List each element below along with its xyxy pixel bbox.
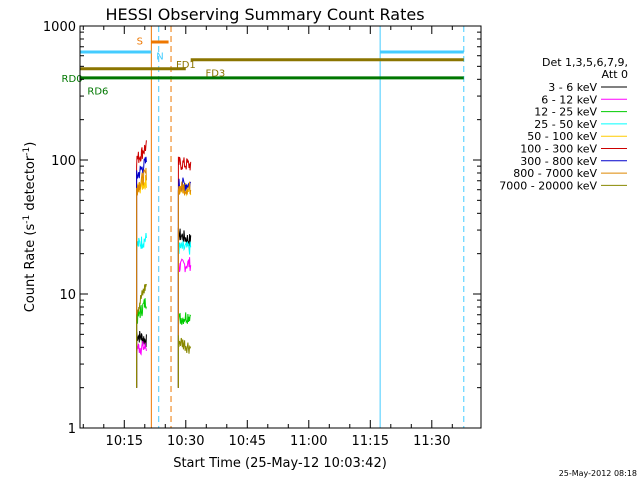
flag-label-n: N xyxy=(156,52,163,63)
series-25-50-kev-seg1 xyxy=(177,239,192,388)
series-3-6-kev-seg1 xyxy=(177,227,192,388)
series-3-6-kev-seg0 xyxy=(136,330,147,388)
series-12-25-kev-seg1 xyxy=(177,312,192,388)
footer-date: 25-May-2012 08:18 xyxy=(559,469,637,478)
x-tick-label: 11:15 xyxy=(352,434,389,449)
y-axis: 1 10 100 1000 xyxy=(43,20,481,437)
y-axis-label-sup1: -1 xyxy=(22,215,32,224)
flag-label-fd3: FD3 xyxy=(205,68,225,79)
flag-labels: S N FD1 FD3 RD0 RD6 xyxy=(62,36,226,97)
series-50-100-kev-seg1 xyxy=(177,183,192,388)
x-tick-label: 10:30 xyxy=(167,434,204,449)
series-group xyxy=(136,140,192,388)
y-axis-label-sup2: -1 xyxy=(22,147,32,156)
legend-label-7000-20000-kev: 7000 - 20000 keV xyxy=(499,179,597,192)
series-50-100-kev-seg0 xyxy=(136,175,147,388)
vertical-markers xyxy=(79,26,465,428)
legend-header-2: Att 0 xyxy=(602,68,628,81)
x-axis: 10:15 10:30 10:45 11:00 11:15 11:30 xyxy=(82,26,453,449)
flag-label-s: S xyxy=(137,36,143,47)
x-axis-label: Start Time (25-May-12 10:03:42) xyxy=(173,456,387,471)
y-axis-label: Count Rate (s-1 detector-1) xyxy=(22,142,38,313)
series-300-800-kev-seg1 xyxy=(177,177,192,388)
legend-label-6-12-kev: 6 - 12 keV xyxy=(541,93,597,106)
legend-label-3-6-kev: 3 - 6 keV xyxy=(548,81,597,94)
series-7000-20000-kev-seg0 xyxy=(136,283,147,388)
x-tick-label: 11:00 xyxy=(290,434,327,449)
plot-frame xyxy=(79,25,482,429)
y-axis-label-part2: detector xyxy=(23,155,38,215)
series-25-50-kev-seg0 xyxy=(136,233,147,388)
series-6-12-kev-seg1 xyxy=(177,257,192,388)
series-800-7000-kev-seg1 xyxy=(177,181,192,388)
x-tick-label: 10:45 xyxy=(229,434,266,449)
series-300-800-kev-seg0 xyxy=(136,156,147,388)
legend-label-25-50-kev: 25 - 50 keV xyxy=(534,118,597,131)
y-tick-label: 100 xyxy=(51,154,76,169)
series-800-7000-kev-seg0 xyxy=(136,167,147,388)
y-axis-label-part3: ) xyxy=(23,142,38,147)
flag-label-rd0: RD0 xyxy=(62,74,83,85)
legend-label-300-800-kev: 300 - 800 keV xyxy=(520,155,597,168)
legend-label-12-25-kev: 12 - 25 keV xyxy=(534,106,597,119)
flag-label-fd1: FD1 xyxy=(176,60,196,71)
flag-label-rd6: RD6 xyxy=(87,87,108,98)
flag-bars xyxy=(80,40,464,80)
legend-label-100-300-kev: 100 - 300 keV xyxy=(520,143,597,156)
legend-label-800-7000-kev: 800 - 7000 keV xyxy=(513,167,597,180)
y-tick-label: 10 xyxy=(59,288,76,303)
series-7000-20000-kev-seg1 xyxy=(177,335,192,388)
chart-title: HESSI Observing Summary Count Rates xyxy=(105,5,424,24)
y-axis-label-part1: Count Rate (s xyxy=(23,224,38,313)
y-tick-label: 1 xyxy=(68,422,76,437)
legend-label-50-100-kev: 50 - 100 keV xyxy=(527,130,597,143)
series-100-300-kev-seg1 xyxy=(177,156,192,388)
legend-header-1: Det 1,3,5,6,7,9, xyxy=(542,56,628,69)
x-tick-label: 10:15 xyxy=(106,434,143,449)
series-6-12-kev-seg0 xyxy=(136,341,147,388)
x-tick-label: 11:30 xyxy=(413,434,450,449)
series-100-300-kev-seg0 xyxy=(136,140,147,388)
y-tick-label: 1000 xyxy=(43,20,76,35)
